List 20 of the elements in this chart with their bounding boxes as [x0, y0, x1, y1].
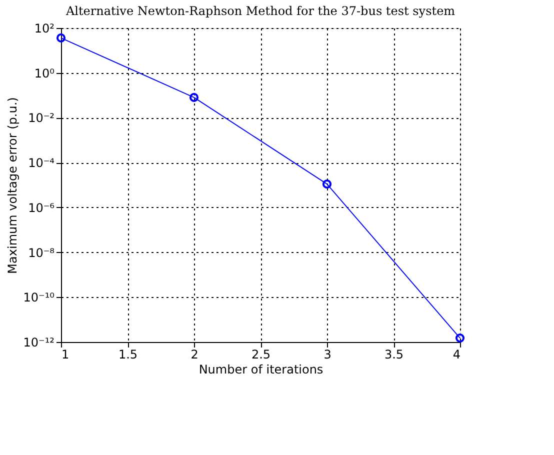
y-tick-label: 10⁻⁴ — [28, 156, 55, 170]
y-tick-label: 10² — [34, 22, 55, 36]
x-tick-label: 1 — [62, 348, 70, 362]
x-tick-label: 2.5 — [251, 348, 271, 362]
x-tick-label: 2 — [190, 348, 198, 362]
y-tick-label: 10⁻¹⁰ — [23, 290, 55, 305]
y-tick-label: 10⁻⁸ — [28, 246, 55, 260]
y-tick-label: 10⁻⁶ — [28, 200, 55, 215]
x-tick-label: 3.5 — [384, 348, 404, 362]
x-axis-title: Number of iterations — [198, 362, 324, 376]
y-tick-label: 10⁰ — [34, 66, 55, 80]
x-tick-label: 4 — [452, 348, 460, 362]
chart-title: Alternative Newton-Raphson Method for the 37-bus test system — [64, 4, 456, 18]
point — [322, 180, 332, 189]
point — [189, 92, 199, 102]
x-tick-label: 1.5 — [118, 348, 138, 362]
y-tick-label: 10⁻¹² — [23, 336, 55, 350]
y-axis-title: Maximum voltage error (p.u.) — [5, 97, 20, 274]
y-tick-label: 10⁻² — [28, 111, 55, 126]
x-tick-label: 3 — [324, 348, 332, 362]
